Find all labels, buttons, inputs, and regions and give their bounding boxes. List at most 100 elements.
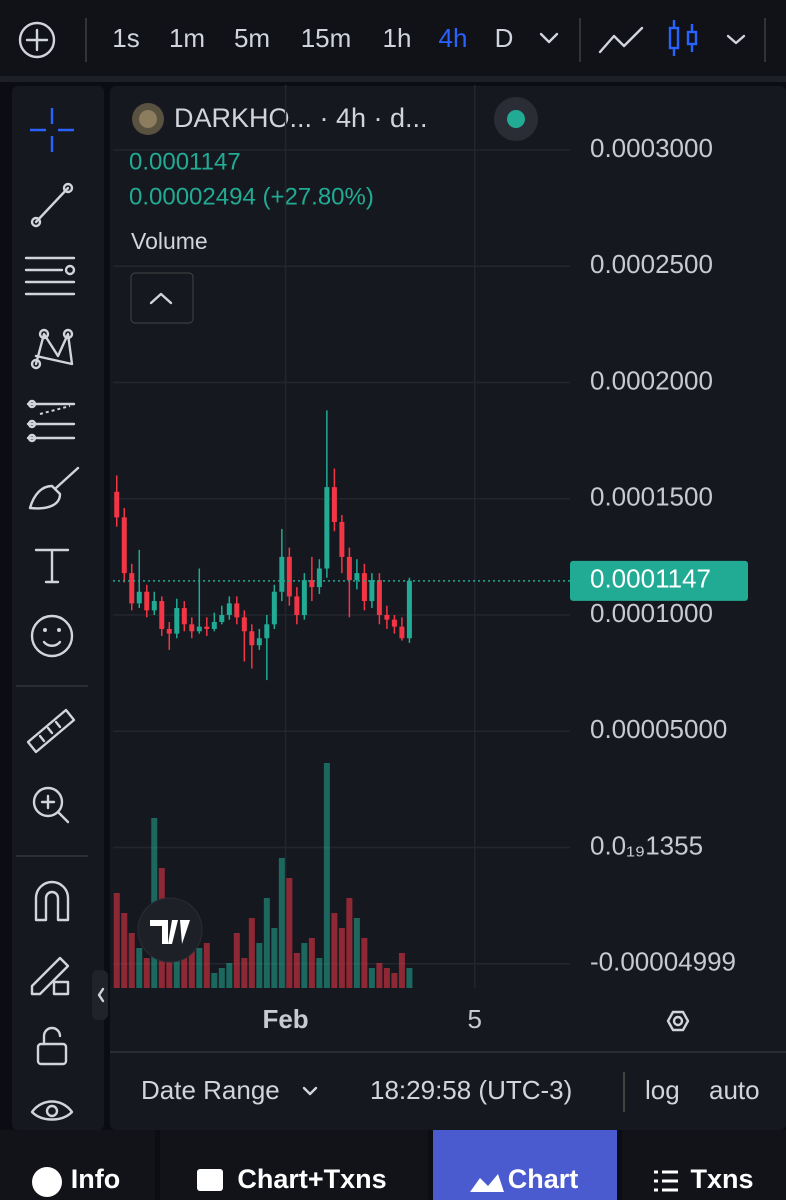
candle-body xyxy=(369,580,375,602)
volume-bar xyxy=(218,968,225,988)
y-tick-label: 0.0₁₉1355 xyxy=(590,830,703,860)
candle-body xyxy=(331,487,337,523)
y-tick-label: 0.0001500 xyxy=(590,482,713,512)
candle-body xyxy=(189,624,195,632)
candle-body xyxy=(166,628,172,634)
last-price-label: 0.0001147 xyxy=(590,564,711,594)
divider xyxy=(0,76,786,82)
candle-body xyxy=(376,580,382,616)
magnet-tool[interactable] xyxy=(34,880,70,922)
pattern-tool[interactable] xyxy=(30,328,74,370)
visibility-tool[interactable] xyxy=(30,1100,74,1121)
candle-button[interactable] xyxy=(668,20,698,56)
tab-icon xyxy=(197,1169,223,1191)
volume-bar xyxy=(353,918,360,988)
interval-button[interactable]: 1s xyxy=(112,23,139,53)
brush-tool[interactable] xyxy=(28,466,80,510)
candle-body xyxy=(391,619,397,627)
trend-line-tool[interactable] xyxy=(30,182,74,228)
y-tick-label: 0.0002000 xyxy=(590,365,713,395)
candle-body xyxy=(339,522,345,557)
interval-menu[interactable] xyxy=(539,32,559,44)
volume-bar xyxy=(136,948,143,988)
volume-bar xyxy=(398,953,405,988)
date-range-button[interactable]: Date Range xyxy=(141,1075,280,1105)
volume-bar xyxy=(248,918,255,988)
tab-label[interactable]: Chart xyxy=(508,1164,579,1194)
last-price-box xyxy=(570,560,748,601)
x-tick-label: 5 xyxy=(467,1004,481,1034)
tab[interactable] xyxy=(0,1130,155,1200)
lock-tool[interactable] xyxy=(36,1026,68,1066)
candle-body xyxy=(279,556,285,592)
volume-bar xyxy=(383,968,390,988)
volume-bar xyxy=(188,938,195,988)
tab-label[interactable]: Info xyxy=(71,1164,120,1194)
auto-toggle[interactable]: auto xyxy=(709,1075,760,1105)
candle-body xyxy=(361,573,367,602)
watermark-logo xyxy=(137,897,203,963)
candle-body xyxy=(121,517,127,574)
interval-button[interactable]: D xyxy=(495,23,514,53)
candle-body xyxy=(181,608,187,625)
interval-button[interactable]: 1m xyxy=(169,23,205,53)
volume-bar xyxy=(316,958,323,988)
volume-bar xyxy=(331,913,338,988)
volume-bar xyxy=(226,963,233,988)
tab-bar: Info Chart+Txns Chart Txns xyxy=(0,1130,786,1200)
volume-bar xyxy=(323,763,330,988)
candle-body xyxy=(406,580,412,639)
interval-button[interactable]: 1h xyxy=(383,23,412,53)
candle-body xyxy=(234,603,240,618)
candle-body xyxy=(136,591,142,604)
interval-button[interactable]: 4h xyxy=(439,23,468,53)
volume-bar xyxy=(293,953,300,988)
volume-bar xyxy=(113,893,120,988)
top-bar xyxy=(0,0,786,76)
candle-body xyxy=(354,573,360,581)
volume-bar xyxy=(406,968,413,988)
forecast-tool[interactable] xyxy=(26,399,76,443)
candle-body xyxy=(249,631,255,646)
y-tick-label: 0.00005000 xyxy=(590,714,727,744)
text-tool[interactable] xyxy=(34,548,70,584)
chart-type-menu[interactable] xyxy=(726,34,746,45)
crosshair-tool[interactable] xyxy=(30,108,74,152)
tab-icon xyxy=(32,1167,62,1197)
volume-bar xyxy=(346,898,353,988)
candle-body xyxy=(256,638,262,646)
lock-drawings-tool[interactable] xyxy=(30,956,70,996)
add-button[interactable] xyxy=(18,21,56,59)
collapse-legend-button[interactable] xyxy=(130,272,194,324)
settings-button[interactable] xyxy=(666,1010,690,1032)
log-toggle[interactable]: log xyxy=(645,1075,680,1105)
volume-bar xyxy=(121,913,128,988)
volume-bar xyxy=(233,933,240,988)
collapse-handle[interactable] xyxy=(92,970,108,1020)
emoji-tool[interactable] xyxy=(30,614,74,658)
tab-label[interactable]: Chart+Txns xyxy=(237,1164,386,1194)
interval-button[interactable]: 5m xyxy=(234,23,270,53)
volume-bar xyxy=(211,973,218,988)
candle-body xyxy=(129,573,135,604)
tab[interactable] xyxy=(433,1130,617,1200)
candle-body xyxy=(196,626,202,632)
x-tick-label: Feb xyxy=(262,1004,308,1034)
tab-label[interactable]: Txns xyxy=(690,1164,753,1194)
tab-icon xyxy=(470,1174,504,1192)
tab[interactable] xyxy=(622,1130,786,1200)
candle-body xyxy=(264,624,270,639)
fib-tool[interactable] xyxy=(24,256,76,296)
candle-body xyxy=(286,556,292,597)
interval-button[interactable]: 15m xyxy=(301,23,352,53)
zoom-tool[interactable] xyxy=(32,786,70,824)
line-chart-button[interactable] xyxy=(598,26,644,54)
ruler-tool[interactable] xyxy=(26,708,76,754)
volume-label: Volume xyxy=(131,228,208,254)
volume-bar xyxy=(196,948,203,988)
symbol-label: DARKHO... · 4h · d... xyxy=(174,103,428,133)
volume-bar xyxy=(128,933,135,988)
status-dot xyxy=(507,110,525,128)
clock: 18:29:58 (UTC-3) xyxy=(370,1075,572,1105)
